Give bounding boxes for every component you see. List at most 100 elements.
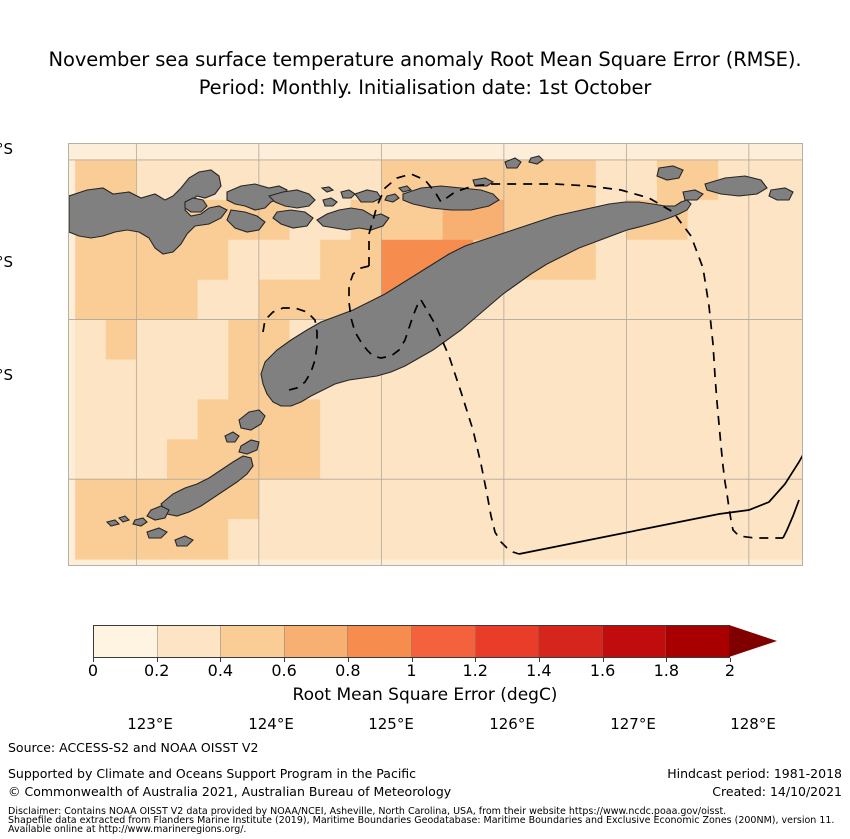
page-title: November sea surface temperature anomaly… (0, 46, 850, 102)
heatmap-cell (626, 479, 658, 520)
heatmap-cell (75, 319, 107, 361)
heatmap-cell (473, 479, 505, 520)
heatmap-cell (105, 359, 137, 400)
heatmap-cell (136, 319, 168, 361)
heatmap-cell (687, 399, 719, 440)
colorbar-tick-mark (538, 658, 540, 662)
heatmap-cell (565, 439, 597, 480)
colorbar-gradient[interactable] (93, 625, 730, 658)
heatmap-cell (473, 519, 505, 560)
heatmap-cell (258, 519, 291, 560)
copyright-line: © Commonwealth of Australia 2021, Austra… (8, 784, 452, 799)
colorbar-segment (411, 626, 476, 657)
heatmap-cell (228, 479, 260, 520)
heatmap-cell (718, 239, 750, 281)
heatmap-cell (412, 399, 444, 440)
colorbar-tick-label: 2 (724, 661, 736, 680)
heatmap-cell (320, 239, 352, 281)
y-tick-label: 9°S (0, 253, 13, 271)
heatmap-cell (565, 399, 597, 440)
eez-boundary-solid (782, 499, 800, 539)
heatmap-cell (779, 279, 802, 321)
heatmap-cell (412, 479, 444, 520)
heatmap-cell (779, 199, 802, 241)
heatmap-cell (595, 399, 627, 440)
heatmap-cell (320, 479, 352, 520)
heatmap-cell (657, 439, 689, 480)
heatmap-cell (779, 239, 802, 281)
heatmap-cell (718, 439, 750, 480)
heatmap-cell (381, 439, 413, 480)
heatmap-cell (657, 399, 689, 440)
heatmap-cell (105, 319, 137, 361)
heatmap-cell (136, 279, 168, 321)
heatmap-cell (748, 399, 781, 440)
eez-boundary-dashed (348, 265, 422, 359)
heatmap-cell (565, 319, 597, 361)
heatmap-cell (534, 359, 566, 400)
heatmap-cell (595, 239, 627, 281)
title-line-1: November sea surface temperature anomaly… (48, 48, 802, 71)
heatmap-cell (748, 199, 781, 241)
heatmap-cell (657, 359, 689, 400)
heatmap-cell (442, 439, 474, 480)
heatmap-cell (595, 279, 627, 321)
heatmap-cell (534, 479, 566, 520)
colorbar-segment (539, 626, 603, 657)
colorbar-tick-mark (666, 658, 668, 662)
heatmap-cell (75, 399, 107, 440)
heatmap-cell (167, 319, 199, 361)
land-polygons (69, 155, 794, 547)
heatmap-cell (534, 159, 566, 201)
heatmap-cell (687, 519, 719, 560)
colorbar-segment (475, 626, 540, 657)
heatmap-cell (197, 399, 229, 440)
heatmap-cell (779, 519, 802, 560)
heatmap-cell (595, 159, 627, 201)
map-plot-area[interactable] (68, 143, 803, 566)
heatmap-cell (197, 359, 229, 400)
heatmap-cell (105, 439, 137, 480)
heatmap-cell (105, 479, 137, 520)
heatmap-cell (565, 479, 597, 520)
heatmap-cell (228, 359, 260, 400)
heatmap-cell (626, 519, 658, 560)
heatmap-cell (595, 319, 627, 361)
heatmap-cell (381, 399, 413, 440)
heatmap-cell (534, 519, 566, 560)
heatmap-cell (75, 279, 107, 321)
heatmap-cell (473, 319, 505, 361)
heatmap-cell (687, 439, 719, 480)
heatmap-cell (748, 479, 781, 520)
colorbar-tick-label: 1.8 (653, 661, 680, 680)
heatmap-cell (687, 479, 719, 520)
x-tick-label: 126°E (489, 715, 535, 733)
heatmap-cell (75, 519, 107, 560)
heatmap-cell (718, 519, 750, 560)
heatmap-cell (350, 399, 382, 440)
colorbar-tick-mark (475, 658, 477, 662)
heatmap-cell (320, 519, 352, 560)
heatmap-cell (718, 319, 750, 361)
heatmap-cell (595, 479, 627, 520)
heatmap-cell (381, 519, 413, 560)
heatmap-cell (503, 519, 536, 560)
heatmap-cell (565, 359, 597, 400)
colorbar-tick-mark (730, 658, 731, 662)
colorbar-segment (666, 626, 729, 657)
heatmap-cell (626, 399, 658, 440)
heatmap-cell (626, 159, 658, 201)
heatmap-cell (626, 279, 658, 321)
heatmap-cell (657, 479, 689, 520)
heatmap-cell (565, 279, 597, 321)
heatmap-cell (258, 439, 291, 480)
heatmap-cell (167, 359, 199, 400)
heatmap-cell (779, 319, 802, 361)
heatmap-cell (473, 399, 505, 440)
colorbar-axis-label: Root Mean Square Error (degC) (292, 685, 558, 705)
colorbar-tick-label: 1.2 (462, 661, 488, 680)
heatmap-cell (412, 439, 444, 480)
heatmap-cell (320, 399, 352, 440)
heatmap-cell (228, 319, 260, 361)
heatmap-cell (442, 519, 474, 560)
